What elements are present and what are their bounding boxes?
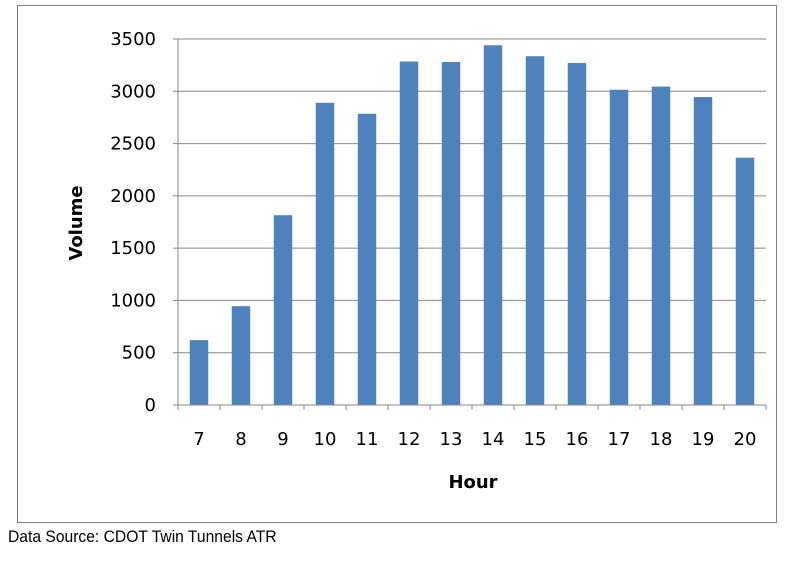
y-tick-label: 2000: [110, 186, 156, 207]
x-tick-label: 16: [566, 429, 589, 450]
x-tick-label: 20: [734, 429, 757, 450]
x-tick-label: 8: [235, 429, 246, 450]
gridlines: [178, 38, 766, 354]
x-tick-label: 9: [277, 429, 288, 450]
x-tick-label: 13: [440, 429, 463, 450]
bar: [567, 63, 587, 406]
bar: [441, 62, 461, 406]
y-tick-label: 3500: [110, 29, 156, 50]
bar: [651, 86, 671, 405]
data-source-note: Data Source: CDOT Twin Tunnels ATR: [8, 527, 277, 546]
axes: 0 500 1000 1500 2000 2500 3000 3500 7 8 9 10 11 12 13 1…: [110, 29, 767, 450]
x-tick-label: 7: [193, 429, 204, 450]
bar: [399, 61, 419, 406]
bar: [483, 45, 503, 405]
bar: [609, 89, 629, 406]
bar: [525, 56, 545, 406]
y-tick-label: 0: [145, 395, 156, 416]
y-tick-label: 1000: [110, 290, 156, 311]
bar: [315, 102, 335, 405]
x-tick-label: 12: [398, 429, 421, 450]
bar: [273, 215, 293, 405]
x-tick-label: 18: [650, 429, 673, 450]
x-tick-label: 11: [356, 429, 379, 450]
bar: [693, 97, 713, 405]
x-tick-label: 10: [314, 429, 337, 450]
x-tick-label: 17: [608, 429, 631, 450]
y-tick-label: 3000: [110, 81, 156, 102]
y-tick-label: 2500: [110, 134, 156, 155]
y-axis-title: Volume: [66, 185, 87, 260]
bar: [735, 157, 755, 405]
bar: [231, 306, 251, 405]
x-tick-label: 14: [482, 429, 505, 450]
bar-series: [189, 45, 755, 406]
x-tick-label: 15: [524, 429, 547, 450]
x-tick-label: 19: [692, 429, 715, 450]
y-tick-label: 500: [122, 343, 156, 364]
x-axis-title: Hour: [448, 472, 497, 493]
bar: [189, 340, 209, 405]
y-tick-label: 1500: [110, 238, 156, 259]
bar: [357, 113, 377, 406]
